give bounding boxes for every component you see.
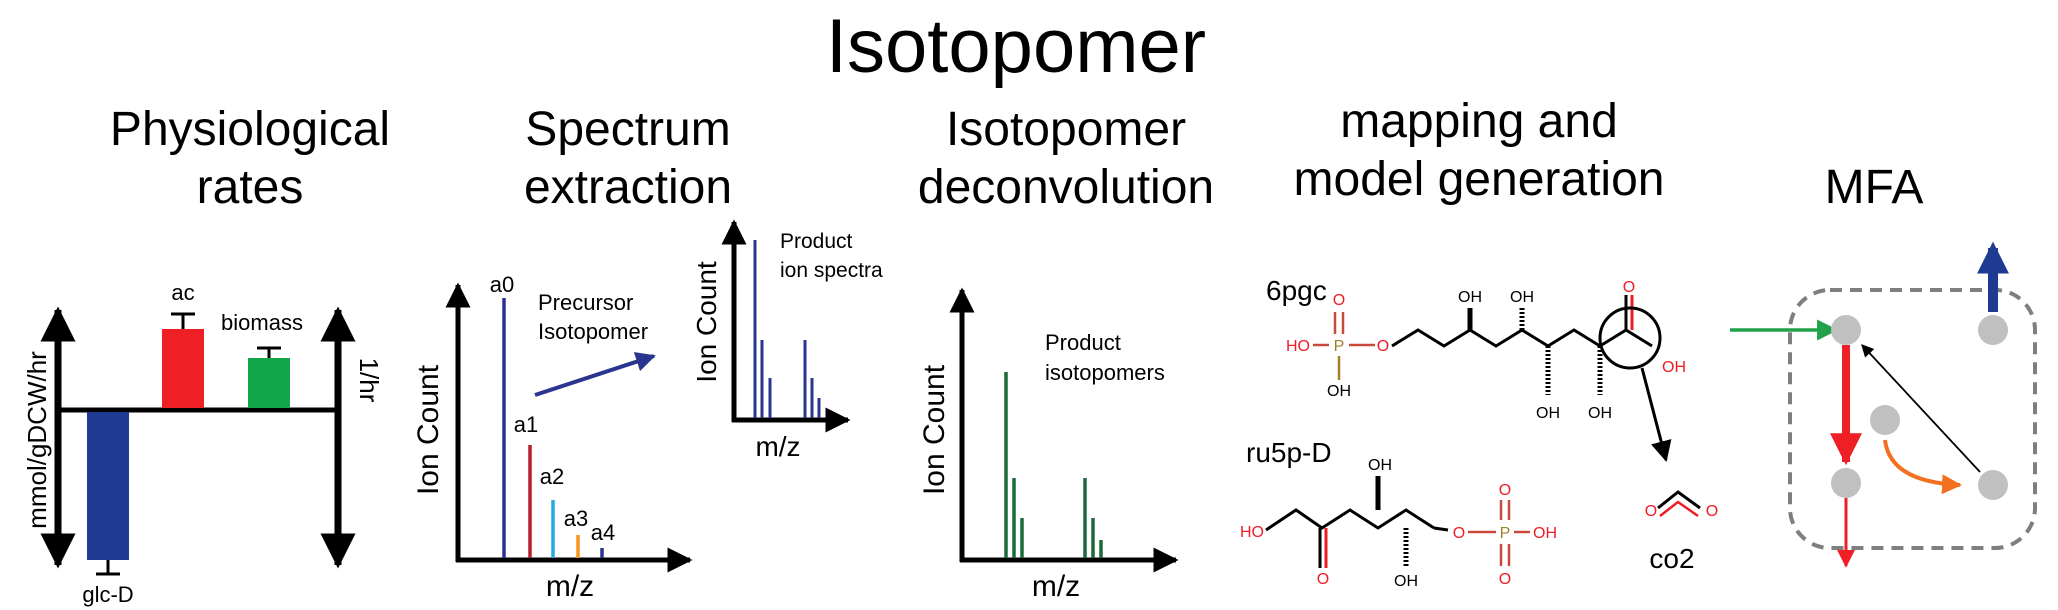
bar-label-glc-d: glc-D	[82, 582, 133, 607]
deconv-label-line2: isotopomers	[1045, 360, 1165, 385]
carbon-chain	[1265, 508, 1435, 532]
atom-oh: OH	[1533, 525, 1557, 542]
atom-oh: OH	[1327, 383, 1351, 400]
co2-bonds	[1657, 490, 1701, 510]
cell-boundary-box	[1788, 288, 2037, 550]
co2-bonds	[1659, 500, 1699, 518]
precursor-arrow	[534, 352, 656, 397]
panel-physiological-rates: Physiological rates glc-D ac biomass mmo…	[22, 103, 390, 607]
atom-ho: HO	[1286, 338, 1310, 355]
atom-oh: OH	[1394, 573, 1418, 590]
peak-label-a4: a4	[591, 520, 615, 545]
metabolite-node	[1870, 405, 1900, 435]
atom-p: P	[1334, 338, 1345, 355]
panel-mapping-model-generation: mapping and model generation 6pgc O P HO…	[1240, 95, 1718, 590]
panel-isotopomer-deconvolution: Isotopomer deconvolution Ion Count m/z P…	[918, 103, 1214, 603]
atom-o: O	[1623, 279, 1635, 296]
atom-o: O	[1377, 338, 1389, 355]
branch-flux-arrow	[1883, 439, 1962, 495]
bar-glc-d	[87, 412, 129, 560]
rates-title-line1: Physiological	[110, 103, 390, 156]
spectrum-ylabel: Ion Count	[412, 364, 445, 495]
peak-label-a3: a3	[564, 506, 588, 531]
atom-p: P	[1500, 525, 1511, 542]
molecule-ru5p-d: ru5p-D HO O OH OH O P O OH O	[1240, 437, 1557, 590]
carboxyl-highlight-circle	[1598, 306, 1662, 370]
metabolite-node	[1978, 315, 2008, 345]
metabolite-node	[1831, 468, 1861, 498]
product-ion-label-line1: Product	[780, 230, 853, 253]
atom-o: O	[1317, 571, 1329, 588]
rates-ylabel-right: 1/hr	[354, 358, 384, 403]
atom-o: O	[1499, 571, 1511, 588]
panel-mfa: MFA	[1730, 161, 2037, 568]
mapping-title-line1: mapping and	[1340, 95, 1618, 148]
peak-label-a0: a0	[490, 272, 514, 297]
atom-oh: OH	[1368, 457, 1392, 474]
carbon-chain	[1391, 328, 1653, 348]
deconv-title-line2: deconvolution	[918, 161, 1214, 214]
reverse-flux-arrow	[1861, 344, 1981, 473]
atom-oh: OH	[1510, 289, 1534, 306]
atom-o: O	[1706, 503, 1718, 520]
spectrum-xlabel: m/z	[546, 570, 594, 603]
bond	[1433, 526, 1449, 532]
spectrum-title-line2: extraction	[524, 161, 732, 214]
rates-title-line2: rates	[197, 161, 304, 214]
precursor-label-line2: Isotopomer	[538, 319, 648, 344]
bar-ac	[162, 329, 204, 408]
deconv-ylabel: Ion Count	[918, 364, 951, 495]
atom-o: O	[1499, 482, 1511, 499]
molecule-co2: O O co2	[1645, 490, 1718, 574]
atom-o: O	[1453, 525, 1465, 542]
atom-o: O	[1333, 292, 1345, 309]
precursor-label-line1: Precursor	[538, 290, 633, 315]
panel-spectrum-extraction: Spectrum extraction Ion Count m/z a0 a1 …	[412, 103, 883, 603]
mol-name-ru5p-d: ru5p-D	[1246, 437, 1332, 468]
bar-label-biomass: biomass	[221, 310, 303, 335]
mapping-title-line2: model generation	[1294, 153, 1665, 206]
molecule-6pgc: 6pgc O P HO OH O O OH OH OH OH	[1266, 275, 1686, 463]
main-title: Isotopomer	[826, 4, 1206, 89]
product-ion-xlabel: m/z	[755, 431, 800, 462]
product-ion-ylabel: Ion Count	[691, 261, 722, 383]
atom-ho: HO	[1240, 524, 1264, 541]
metabolite-node	[1831, 315, 1861, 345]
mapping-arrow	[1640, 367, 1672, 463]
atom-oh: OH	[1662, 359, 1686, 376]
mfa-title: MFA	[1825, 161, 1924, 214]
deconv-label-line1: Product	[1045, 330, 1121, 355]
atom-o: O	[1645, 503, 1657, 520]
spectrum-title-line1: Spectrum	[525, 103, 730, 156]
deconv-title-line1: Isotopomer	[946, 103, 1186, 156]
product-ion-label-line2: ion spectra	[780, 259, 883, 282]
deconv-xlabel: m/z	[1032, 570, 1080, 603]
atom-oh: OH	[1536, 405, 1560, 422]
bar-label-ac: ac	[171, 280, 194, 305]
peak-label-a2: a2	[540, 464, 564, 489]
rates-ylabel-left: mmol/gDCW/hr	[22, 351, 52, 529]
peak-label-a1: a1	[514, 412, 538, 437]
mol-name-co2: co2	[1649, 543, 1694, 574]
bar-biomass	[248, 358, 290, 408]
atom-oh: OH	[1588, 405, 1612, 422]
atom-oh: OH	[1458, 289, 1482, 306]
metabolite-node	[1978, 470, 2008, 500]
mol-name-6pgc: 6pgc	[1266, 275, 1327, 306]
